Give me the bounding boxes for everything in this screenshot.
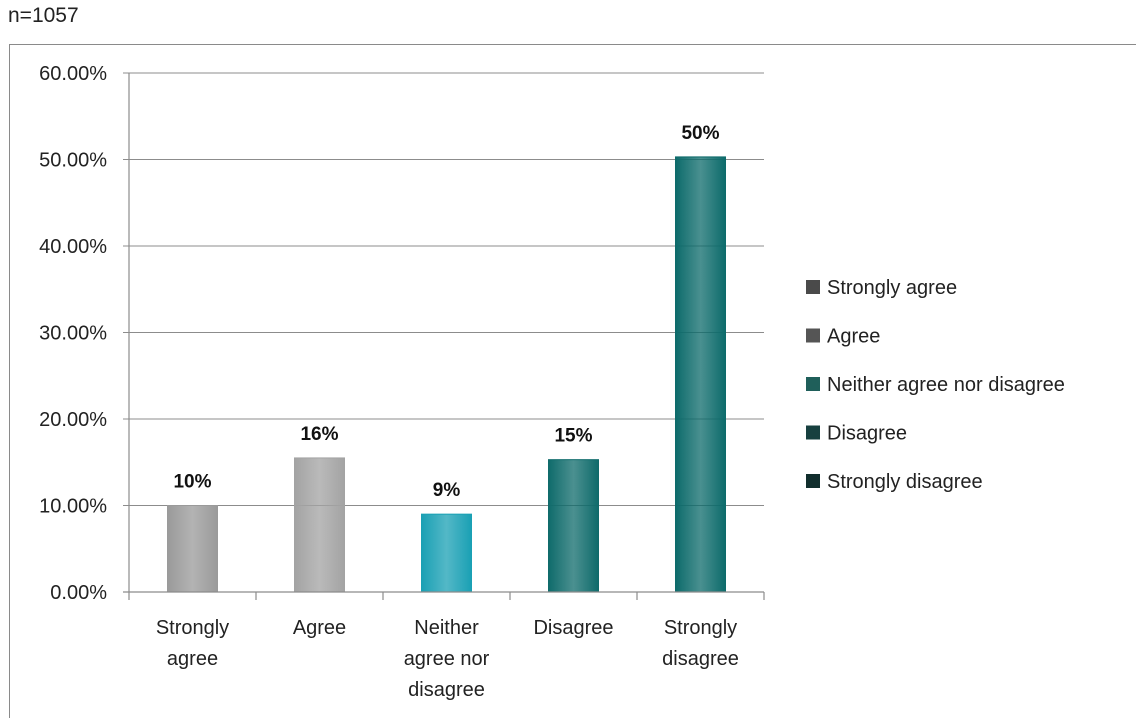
legend-swatch: [806, 474, 820, 488]
gridlines: [123, 72, 764, 506]
category-label: Agree: [293, 617, 346, 639]
chart-frame: [9, 44, 1136, 718]
category-label: agree: [167, 648, 218, 670]
axes: [123, 73, 765, 600]
data-label: 10%: [173, 472, 211, 493]
y-tick-label: 0.00%: [50, 582, 107, 604]
legend-label: Strongly agree: [827, 277, 957, 299]
y-tick-label: 40.00%: [39, 236, 107, 258]
data-labels: 10% 16% 9% 15% 50%: [173, 123, 719, 501]
y-tick-label: 60.00%: [39, 63, 107, 85]
bar-disagree: [548, 459, 599, 593]
y-tick-label: 50.00%: [39, 150, 107, 172]
bar-strongly-agree: [167, 505, 218, 593]
y-tick-label: 30.00%: [39, 323, 107, 345]
bar-agree: [294, 457, 345, 593]
legend-label: Neither agree nor disagree: [827, 374, 1065, 396]
bar-strongly-disagree: [675, 156, 726, 593]
y-tick-label: 20.00%: [39, 409, 107, 431]
y-tick-labels: 0.00% 10.00% 20.00% 30.00% 40.00% 50.00% 60.00…: [39, 63, 107, 604]
category-label: agree nor: [404, 648, 490, 670]
sample-size-label: n=1057: [8, 4, 79, 27]
category-label: Neither: [414, 617, 479, 639]
bars: [167, 156, 726, 593]
legend: Strongly agree Agree Neither agree nor dis…: [806, 277, 1065, 493]
legend-label: Strongly disagree: [827, 471, 983, 493]
legend-label: Agree: [827, 326, 880, 348]
category-label: disagree: [662, 648, 739, 670]
data-label: 50%: [681, 123, 719, 144]
legend-swatch: [806, 280, 820, 294]
data-label: 9%: [433, 480, 461, 501]
data-label: 15%: [554, 426, 592, 447]
legend-swatch: [806, 377, 820, 391]
category-label: Strongly: [664, 617, 737, 639]
y-tick-label: 10.00%: [39, 496, 107, 518]
legend-label: Disagree: [827, 423, 907, 445]
legend-swatch: [806, 328, 820, 343]
category-label: Strongly: [156, 617, 229, 639]
data-label: 16%: [300, 424, 338, 445]
category-label: disagree: [408, 679, 485, 701]
category-label: Disagree: [533, 617, 613, 639]
category-labels: Strongly agree Agree Neither agree nor disagr…: [156, 617, 739, 701]
legend-swatch: [806, 425, 820, 440]
bar-neither-agree-nor-disagree: [421, 513, 472, 593]
